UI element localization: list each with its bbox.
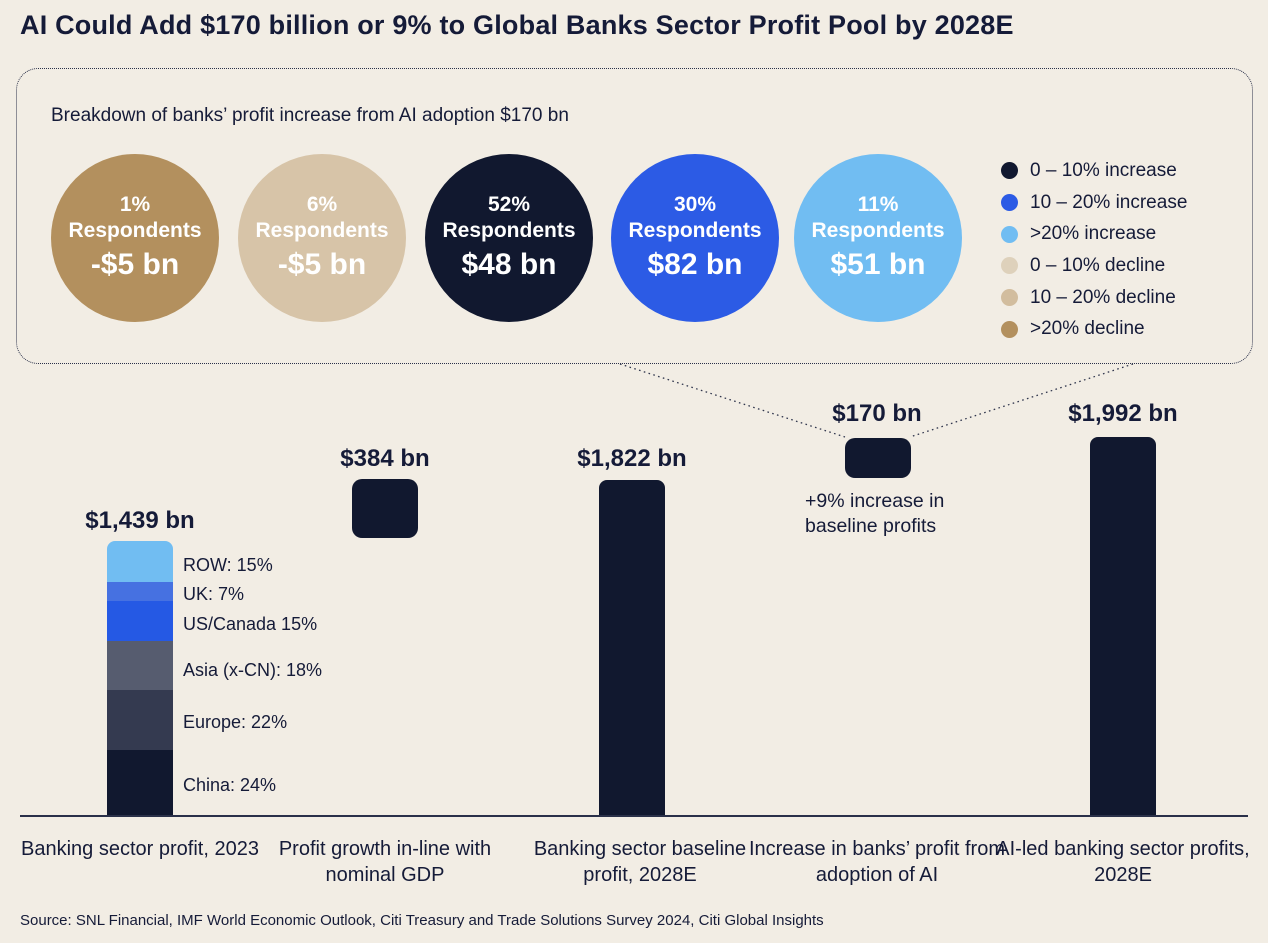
bar-ai-led-profits-2028e [1090, 437, 1156, 815]
legend-dot-0-10-decline [1001, 257, 1018, 275]
breakdown-heading: Breakdown of banks’ profit increase from… [51, 105, 569, 126]
circle-value: $51 bn [830, 248, 926, 281]
legend-item: >20% decline [1001, 313, 1187, 345]
legend-label: 0 – 10% decline [1030, 254, 1166, 276]
annotation-line: baseline profits [805, 515, 937, 537]
circle-label: Respondents [255, 219, 389, 242]
breakdown-panel: Breakdown of banks’ profit increase from… [16, 68, 1253, 364]
legend-label: 10 – 20% increase [1030, 191, 1188, 213]
legend-dot-0-10-increase [1001, 162, 1018, 180]
legend-label: 0 – 10% increase [1030, 159, 1177, 181]
stack-segment-china [107, 749, 173, 815]
circle-pct: 52% [487, 193, 531, 216]
respondent-circle-0-10-increase: 52% Respondents $48 bn [425, 154, 593, 322]
respondent-circle-decline: 6% Respondents -$5 bn [238, 154, 406, 322]
circle-pct: 1% [119, 193, 151, 216]
circle-pct: 6% [306, 193, 338, 216]
legend: 0 – 10% increase 10 – 20% increase >20% … [1001, 155, 1187, 345]
legend-dot-gt20-decline [1001, 320, 1018, 338]
legend-item: 10 – 20% increase [1001, 187, 1187, 219]
stack-segment-europe [107, 690, 173, 750]
segment-label-europe: Europe: 22% [183, 712, 288, 732]
annotation-line: +9% increase in [805, 490, 945, 512]
circle-pct: 11% [857, 193, 899, 216]
circle-pct: 30% [673, 193, 717, 216]
legend-item: 0 – 10% increase [1001, 155, 1187, 187]
segment-label-us-canada: US/Canada 15% [183, 614, 318, 634]
bar-value-label: $384 bn [340, 445, 430, 472]
bar-value-label: $170 bn [832, 400, 922, 427]
circle-value: -$5 bn [277, 248, 367, 281]
bar-banking-sector-profit-2023 [107, 541, 173, 815]
bar-value-label: $1,992 bn [1068, 400, 1178, 427]
circle-value: $82 bn [647, 248, 743, 281]
category-label: Increase in banks’ profit from adoption … [748, 838, 1006, 886]
legend-item: 0 – 10% decline [1001, 250, 1187, 282]
ai-increase-annotation: +9% increase in baseline profits [805, 489, 944, 539]
respondent-circle-gt20-decline: 1% Respondents -$5 bn [51, 154, 219, 322]
bar-ai-profit-increase [845, 438, 911, 478]
circle-label: Respondents [811, 219, 945, 242]
category-label: AI-led banking sector profits, 2028E [996, 838, 1250, 886]
legend-dot-10-20-increase [1001, 194, 1018, 212]
stack-segment-uk [107, 581, 173, 601]
circle-value: $48 bn [461, 248, 557, 281]
page-title: AI Could Add $170 billion or 9% to Globa… [20, 10, 1014, 40]
legend-dot-10-20-decline [1001, 289, 1018, 307]
bar-value-label: $1,822 bn [577, 445, 687, 472]
bar-baseline-profit-2028e [599, 480, 665, 815]
segment-label-asia: Asia (x-CN): 18% [183, 660, 323, 680]
legend-label: 10 – 20% decline [1030, 286, 1176, 308]
stack-segment-us-canada [107, 600, 173, 642]
circle-label: Respondents [68, 219, 202, 242]
stack-segment-row [107, 541, 173, 582]
legend-dot-gt20-increase [1001, 225, 1018, 243]
legend-label: >20% increase [1030, 223, 1157, 245]
segment-label-uk: UK: 7% [183, 584, 245, 604]
category-label: Banking sector profit, 2023 [21, 838, 259, 860]
circle-label: Respondents [442, 219, 576, 242]
legend-item: 10 – 20% decline [1001, 282, 1187, 314]
respondent-circle-gt20-increase: 11% Respondents $51 bn [794, 154, 962, 322]
category-label: Banking sector baseline profit, 2028E [533, 838, 747, 886]
legend-item: >20% increase [1001, 218, 1187, 250]
segment-label-china: China: 24% [183, 775, 277, 795]
stack-segment-asia [107, 641, 173, 691]
source-note: Source: SNL Financial, IMF World Economi… [20, 912, 824, 929]
respondent-circle-10-20-increase: 30% Respondents $82 bn [611, 154, 779, 322]
circle-label: Respondents [628, 219, 762, 242]
circle-value: -$5 bn [90, 248, 180, 281]
bar-value-label: $1,439 bn [85, 507, 195, 534]
legend-label: >20% decline [1030, 318, 1145, 340]
segment-label-row: ROW: 15% [183, 555, 273, 575]
x-axis-line [20, 815, 1248, 817]
bar-profit-growth-gdp [352, 479, 418, 538]
category-label: Profit growth in-line with nominal GDP [278, 838, 492, 886]
